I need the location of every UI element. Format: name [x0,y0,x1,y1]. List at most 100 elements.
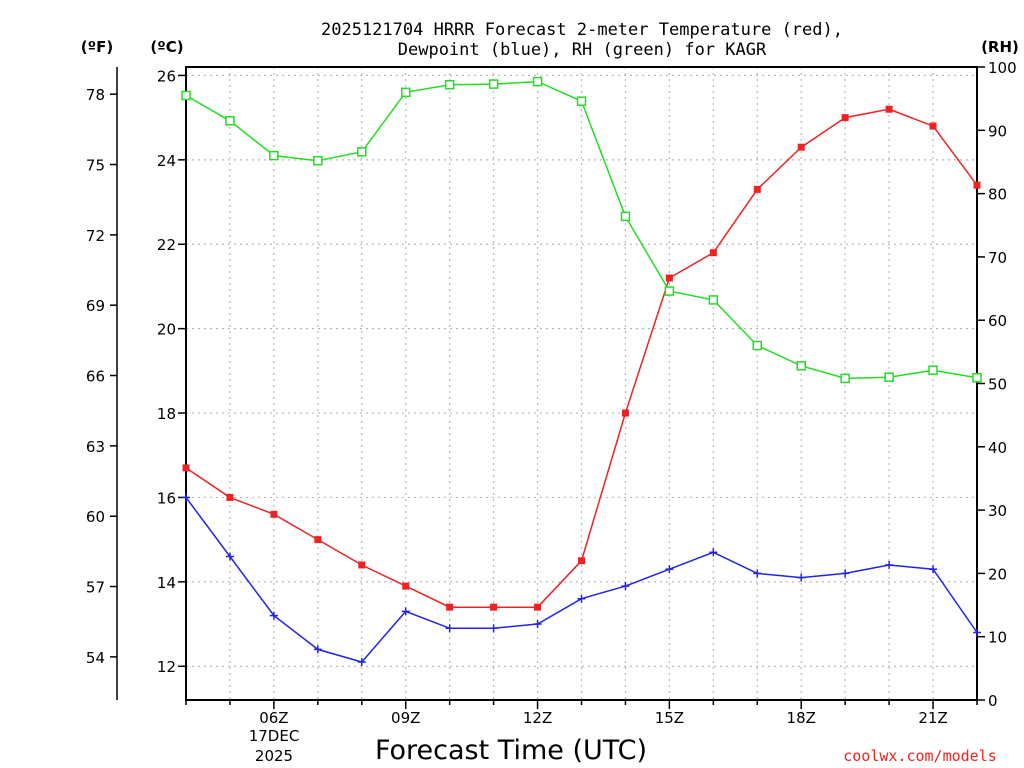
dewpoint-point-22 [973,628,981,637]
rh-point-17 [752,340,763,351]
dewpoint-point-9 [401,607,410,616]
rh-point-15 [664,286,675,296]
temperature-point-14 [621,409,629,417]
temperature-point-10 [446,603,454,611]
rh-tick-label-20: 20 [988,565,1007,583]
celsius-tick-label-20: 20 [157,321,176,339]
temperature-point-5 [226,493,234,501]
dewpoint-point-8 [357,658,366,667]
temperature-point-7 [314,536,322,544]
temperature-point-11 [490,603,498,611]
fahrenheit-tick-label-57: 57 [86,579,105,597]
dewpoint-point-17 [753,569,762,578]
fahrenheit-unit-label: (ºF) [81,38,113,56]
x-axis-title: Forecast Time (UTC) [375,735,647,766]
fahrenheit-tick-label-66: 66 [86,368,105,386]
temperature-point-4 [182,464,190,472]
rh-point-7 [313,155,323,166]
temperature-point-9 [402,582,410,590]
temperature-point-13 [578,557,585,565]
temperature-point-16 [709,249,717,257]
fahrenheit-tick-label-54: 54 [86,649,105,667]
axes: 12 14 16 18 20 22 24 26 54 57 60 63 66 69 72 75 78 0 10 20 3… [86,59,1017,727]
rh-tick-label-60: 60 [988,312,1007,330]
x-tick-label-18: 18Z [787,709,816,727]
rh-tick-label-100: 100 [988,59,1017,77]
x-tick-label-12: 12Z [523,709,552,727]
fahrenheit-tick-label-63: 63 [86,438,105,456]
x-tick-label-15: 15Z [655,709,684,727]
dewpoint-point-15 [665,565,674,574]
dewpoint-point-10 [445,624,454,633]
temperature-point-21 [929,122,937,130]
plot-frame [185,66,978,701]
temperature-point-22 [973,181,981,189]
rh-point-6 [269,150,279,161]
dewpoint-point-16 [709,548,718,557]
credit-label: coolwx.com/models [843,747,997,765]
chart-title-line2: Dewpoint (blue), RH (green) for KAGR [398,40,767,60]
rh-point-5 [225,116,235,126]
temperature-point-6 [270,510,278,518]
dewpoint-point-11 [489,624,498,633]
fahrenheit-tick-label-78: 78 [86,86,105,104]
temperature-point-20 [885,105,893,113]
dewpoint-point-13 [577,594,586,603]
celsius-tick-label-24: 24 [157,152,176,170]
celsius-tick-label-14: 14 [157,574,176,592]
temperature-point-15 [665,274,673,282]
rh-tick-label-70: 70 [988,249,1007,267]
grid [186,67,977,700]
rh-tick-label-40: 40 [988,439,1007,457]
rh-point-11 [488,79,499,89]
dewpoint-point-14 [621,582,630,591]
date-label-line1: 17DEC [249,727,300,745]
rh-point-12 [532,76,543,87]
chart-title-line1: 2025121704 HRRR Forecast 2-meter Tempera… [321,20,843,40]
fahrenheit-tick-label-75: 75 [86,157,105,175]
celsius-tick-label-26: 26 [157,67,176,85]
celsius-unit-label: (ºC) [150,38,183,56]
rh-point-21 [928,365,938,375]
dewpoint-point-20 [885,560,894,569]
dewpoint-point-12 [533,620,542,629]
rh-point-22 [972,373,982,383]
rh-tick-label-10: 10 [988,629,1007,647]
rh-point-13 [576,96,587,106]
x-tick-label-6: 06Z [259,709,288,727]
date-label-line2: 2025 [255,747,293,765]
rh-point-10 [444,79,455,90]
rh-point-20 [884,372,894,382]
celsius-tick-label-16: 16 [157,489,176,507]
rh-point-16 [708,295,719,305]
dewpoint-point-18 [797,573,806,582]
rh-point-18 [796,361,806,371]
fahrenheit-tick-label-60: 60 [86,508,105,526]
dewpoint-point-6 [269,611,278,620]
rh-point-8 [357,147,367,157]
temperature-point-19 [841,114,849,122]
rh-unit-label: (RH) [981,38,1019,56]
fahrenheit-tick-label-69: 69 [86,297,105,315]
celsius-tick-label-22: 22 [157,236,176,254]
fahrenheit-tick-label-72: 72 [86,227,105,245]
rh-point-19 [840,373,850,384]
celsius-tick-label-18: 18 [157,405,176,423]
x-tick-label-21: 21Z [918,709,947,727]
rh-tick-label-50: 50 [988,376,1007,394]
x-tick-label-9: 09Z [391,709,420,727]
dewpoint-point-7 [313,645,322,654]
dewpoint-point-19 [841,569,850,578]
temperature-point-18 [797,143,805,151]
temperature-point-12 [534,603,542,611]
rh-point-14 [620,211,631,222]
rh-tick-label-0: 0 [988,692,998,710]
series-layer [181,76,982,667]
rh-tick-label-30: 30 [988,502,1007,520]
dewpoint-point-5 [225,552,234,561]
rh-tick-label-80: 80 [988,186,1007,204]
rh-tick-label-90: 90 [988,122,1007,140]
temperature-point-8 [358,561,366,569]
rh-point-9 [400,87,411,98]
